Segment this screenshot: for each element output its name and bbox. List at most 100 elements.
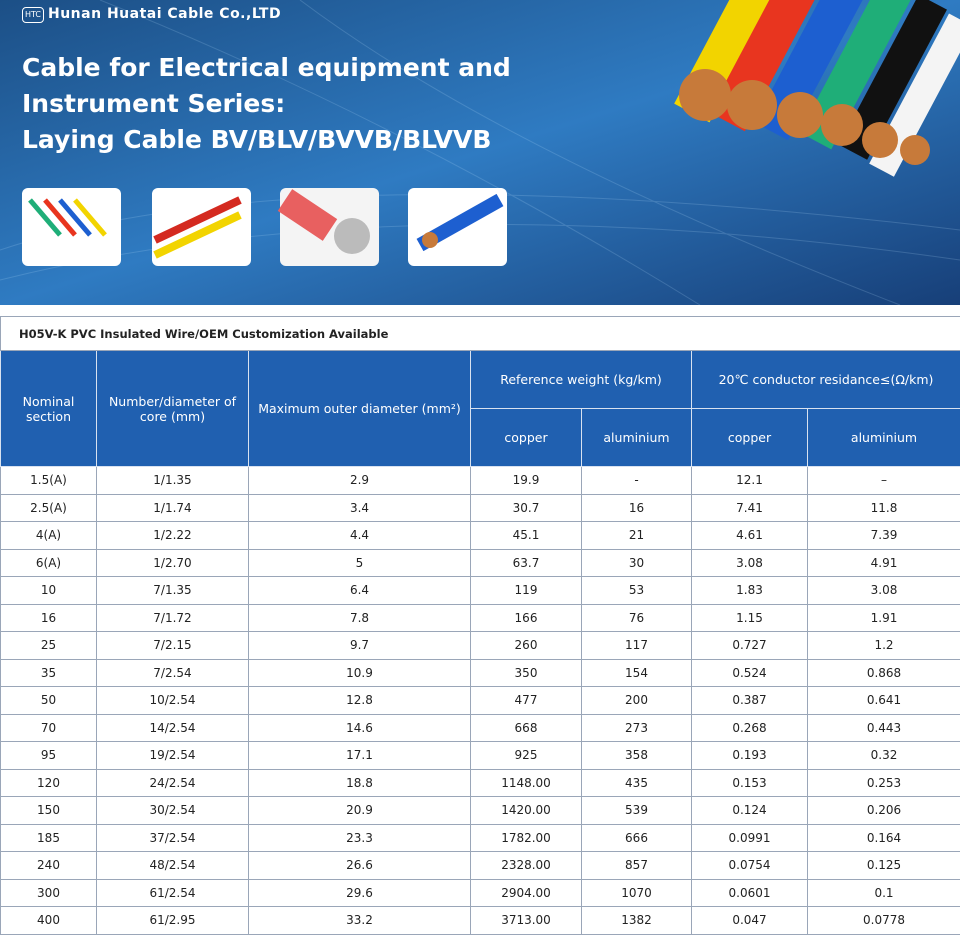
table-cell: 21 (582, 522, 692, 550)
table-cell: 9.7 (249, 632, 471, 660)
table-cell: 7/1.35 (97, 577, 249, 605)
table-cell: 70 (1, 714, 97, 742)
table-cell: 0.1 (808, 879, 960, 907)
table-cell: 1.83 (692, 577, 808, 605)
table-cell: 1070 (582, 879, 692, 907)
table-cell: 1/2.22 (97, 522, 249, 550)
sub-header: aluminium (808, 409, 960, 467)
table-cell: 2904.00 (471, 879, 582, 907)
table-cell: 0.524 (692, 659, 808, 687)
table-cell: 435 (582, 769, 692, 797)
table-cell: 400 (1, 907, 97, 935)
table-cell: 477 (471, 687, 582, 715)
table-cell: 1148.00 (471, 769, 582, 797)
table-cell: 12.8 (249, 687, 471, 715)
spec-table: H05V-K PVC Insulated Wire/OEM Customizat… (0, 316, 960, 935)
table-cell: 925 (471, 742, 582, 770)
table-cell: 0.443 (808, 714, 960, 742)
table-cell: 7.39 (808, 522, 960, 550)
table-caption: H05V-K PVC Insulated Wire/OEM Customizat… (1, 317, 960, 351)
table-cell: 3.4 (249, 494, 471, 522)
table-cell: 18.8 (249, 769, 471, 797)
table-cell: 0.727 (692, 632, 808, 660)
table-cell: 666 (582, 824, 692, 852)
table-cell: 7.41 (692, 494, 808, 522)
table-cell: 0.0601 (692, 879, 808, 907)
table-cell: 14.6 (249, 714, 471, 742)
table-cell: 33.2 (249, 907, 471, 935)
company-name: Hunan Huatai Cable Co.,LTD (48, 6, 281, 22)
table-cell: 7/1.72 (97, 604, 249, 632)
table-cell: - (582, 467, 692, 495)
table-cell: 0.206 (808, 797, 960, 825)
table-cell: 5 (249, 549, 471, 577)
table-cell: – (808, 467, 960, 495)
logo: HTC (22, 7, 44, 23)
table-cell: 20.9 (249, 797, 471, 825)
table-cell: 45.1 (471, 522, 582, 550)
table-cell: 200 (582, 687, 692, 715)
table-cell: 0.124 (692, 797, 808, 825)
table-cell: 185 (1, 824, 97, 852)
table-cell: 1782.00 (471, 824, 582, 852)
table-cell: 154 (582, 659, 692, 687)
table-cell: 0.153 (692, 769, 808, 797)
table-cell: 2328.00 (471, 852, 582, 880)
table-cell: 12.1 (692, 467, 808, 495)
table-cell: 119 (471, 577, 582, 605)
table-cell: 23.3 (249, 824, 471, 852)
table-cell: 0.868 (808, 659, 960, 687)
table-cell: 6.4 (249, 577, 471, 605)
table-cell: 166 (471, 604, 582, 632)
table-cell: 150 (1, 797, 97, 825)
table-cell: 0.387 (692, 687, 808, 715)
table-cell: 0.164 (808, 824, 960, 852)
table-cell: 16 (1, 604, 97, 632)
table-cell: 7/2.54 (97, 659, 249, 687)
table-cell: 61/2.54 (97, 879, 249, 907)
table-cell: 11.8 (808, 494, 960, 522)
table-cell: 0.641 (808, 687, 960, 715)
table-cell: 14/2.54 (97, 714, 249, 742)
table-cell: 1.2 (808, 632, 960, 660)
table-cell: 2.9 (249, 467, 471, 495)
table-cell: 1.15 (692, 604, 808, 632)
sub-header: aluminium (582, 409, 692, 467)
table-cell: 1/1.35 (97, 467, 249, 495)
sub-header: copper (692, 409, 808, 467)
table-cell: 260 (471, 632, 582, 660)
table-cell: 0.0991 (692, 824, 808, 852)
table-cell: 48/2.54 (97, 852, 249, 880)
table-cell: 0.268 (692, 714, 808, 742)
table-cell: 0.0778 (808, 907, 960, 935)
table-cell: 6(A) (1, 549, 97, 577)
table-cell: 29.6 (249, 879, 471, 907)
table-cell: 24/2.54 (97, 769, 249, 797)
table-cell: 35 (1, 659, 97, 687)
table-cell: 358 (582, 742, 692, 770)
table-cell: 26.6 (249, 852, 471, 880)
table-cell: 300 (1, 879, 97, 907)
table-cell: 25 (1, 632, 97, 660)
table-cell: 2.5(A) (1, 494, 97, 522)
table-cell: 61/2.95 (97, 907, 249, 935)
table-cell: 30 (582, 549, 692, 577)
table-cell: 350 (471, 659, 582, 687)
column-header: Number/diameter of core (mm) (97, 351, 249, 467)
table-cell: 0.193 (692, 742, 808, 770)
title-line: Laying Cable BV/BLV/BVVB/BLVVB (22, 122, 511, 158)
table-cell: 668 (471, 714, 582, 742)
table-cell: 3713.00 (471, 907, 582, 935)
table-cell: 19/2.54 (97, 742, 249, 770)
